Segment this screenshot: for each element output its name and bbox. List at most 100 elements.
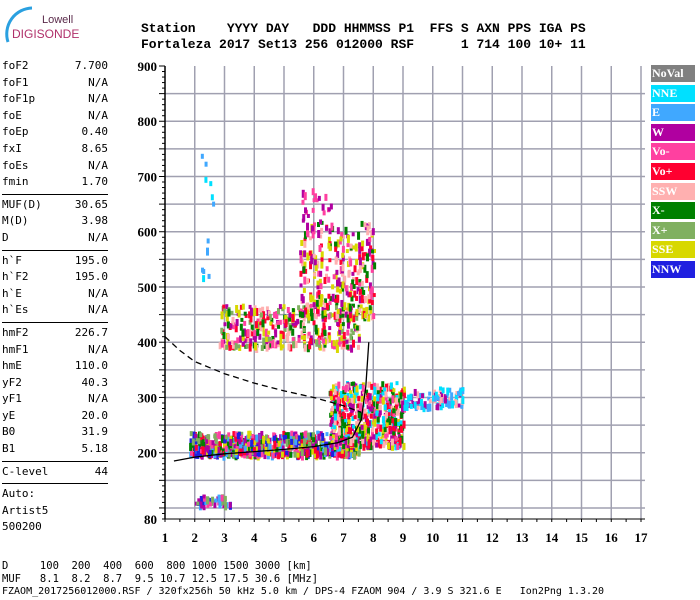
echo-point	[331, 406, 335, 412]
echo-point	[343, 405, 347, 411]
echo-point	[355, 295, 359, 301]
echo-point	[330, 222, 334, 231]
echo-point	[237, 312, 241, 318]
param-name: fmin	[2, 175, 29, 189]
echo-point	[327, 236, 331, 243]
param-name: h`Es	[2, 303, 29, 317]
echo-point	[340, 231, 344, 238]
echo-point	[280, 434, 284, 439]
echo-point	[439, 397, 443, 405]
echo-point	[317, 335, 321, 340]
autoscale-text: Artist5	[2, 503, 49, 517]
echo-point	[346, 322, 350, 329]
echo-point	[231, 444, 235, 450]
echo-point	[251, 331, 255, 337]
echo-point	[321, 310, 325, 319]
echo-point	[268, 443, 272, 450]
echo-point	[358, 403, 362, 412]
echo-point	[271, 324, 275, 330]
echo-point	[272, 435, 276, 441]
echo-point	[399, 392, 403, 400]
echo-point	[314, 324, 318, 332]
echo-point	[334, 298, 338, 303]
echo-point	[435, 404, 439, 410]
echo-point	[238, 437, 242, 445]
legend-item-vo: Vo+	[651, 163, 695, 180]
echo-point	[273, 440, 277, 449]
echo-point	[314, 313, 318, 319]
echo-point	[232, 438, 236, 444]
x-tick-label: 7	[340, 530, 347, 545]
echo-point	[229, 323, 233, 329]
echo-point	[397, 434, 401, 439]
echo-point	[343, 412, 347, 419]
echo-point	[340, 328, 344, 334]
echo-point	[297, 435, 301, 442]
echo-point	[348, 402, 352, 407]
echo-point	[267, 330, 271, 335]
x-tick-label: 9	[400, 530, 407, 545]
echo-point	[302, 314, 306, 322]
echo-point	[366, 431, 370, 440]
echo-point	[347, 270, 351, 278]
echo-point	[312, 320, 316, 326]
echo-point	[297, 337, 301, 343]
x-tick-label: 12	[486, 530, 499, 545]
echo-point	[315, 299, 319, 307]
legend-item-nnw: NNW	[651, 261, 695, 278]
param-row: B1 5.18	[2, 441, 108, 458]
echo-point	[328, 450, 332, 455]
echo-point	[367, 238, 371, 246]
echo-point	[326, 448, 330, 457]
echo-point	[336, 294, 340, 303]
param-name: hmF1	[2, 342, 29, 356]
echo-point	[339, 426, 343, 434]
echo-point	[338, 318, 342, 324]
echo-point	[304, 207, 308, 214]
echo-point	[355, 432, 359, 437]
echo-point	[400, 405, 404, 413]
echo-point	[314, 439, 318, 444]
echo-point	[352, 283, 356, 289]
logo-text-lowell: Lowell	[42, 14, 74, 26]
echo-point	[373, 386, 377, 395]
echo-point	[357, 325, 361, 332]
param-value: N/A	[88, 230, 108, 244]
echo-point	[203, 447, 207, 456]
echo-point	[239, 323, 243, 331]
echo-point	[389, 382, 393, 390]
echo-point	[232, 322, 236, 330]
echo-point	[328, 326, 332, 331]
echo-point	[341, 252, 345, 258]
echo-point	[363, 264, 367, 273]
echo-point	[286, 432, 290, 440]
echo-point	[448, 387, 452, 393]
echo-point	[367, 314, 371, 322]
echo-point	[369, 401, 373, 410]
echo-point	[334, 273, 338, 280]
echo-point	[231, 321, 235, 326]
echo-point	[310, 312, 314, 321]
echo-point	[355, 277, 359, 286]
echo-point	[282, 449, 286, 458]
echo-point	[391, 443, 395, 451]
echo-point	[350, 283, 354, 292]
echo-point	[206, 247, 210, 256]
echo-point	[375, 383, 379, 391]
echo-point	[214, 438, 218, 445]
echo-point	[347, 338, 351, 343]
echo-point	[253, 451, 257, 458]
echo-point	[227, 432, 231, 440]
echo-point	[248, 343, 252, 352]
param-value: N/A	[88, 303, 108, 317]
x-tick-label: 10	[426, 530, 439, 545]
echo-point	[323, 302, 327, 308]
echo-point	[432, 395, 436, 402]
echo-point	[390, 411, 394, 420]
echo-point	[308, 236, 312, 241]
param-value: 195.0	[74, 253, 108, 267]
echo-point	[359, 304, 363, 309]
logo-arc-icon	[5, 6, 33, 43]
echo-point	[282, 430, 286, 437]
echo-point	[338, 439, 342, 446]
